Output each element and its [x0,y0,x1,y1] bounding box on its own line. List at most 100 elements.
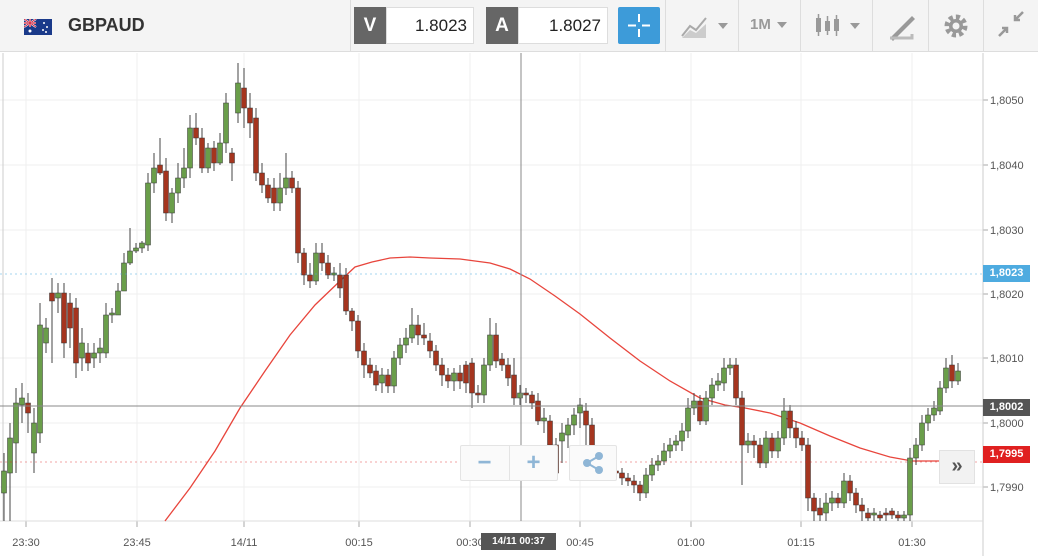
crosshair-button[interactable] [618,7,660,44]
candle-down [355,320,361,352]
candle-up [823,502,829,514]
candle-down [337,274,343,289]
sell-price-box[interactable]: V 1.8023 [354,7,476,44]
timeframe-selector[interactable]: 1M [750,16,771,33]
y-tick-label: 1,8010 [990,353,1024,365]
candle-down [817,507,823,516]
settings-button[interactable] [938,6,978,46]
candle-down [163,170,169,214]
candle-up [91,352,97,359]
candle-down [529,394,535,404]
candle-up [283,177,289,189]
candle-up [691,400,697,409]
candle-up [925,414,931,424]
candle-type-button[interactable] [810,6,864,46]
candle-up [745,440,751,446]
candle-up [577,404,583,414]
candle-down [367,364,373,374]
candle-up [175,177,181,194]
candle-down [505,364,511,379]
candle-down [439,364,445,376]
buy-price-box[interactable]: A 1.8027 [486,7,610,44]
candle-down [625,477,631,482]
candle-up [223,102,229,144]
candle-down [259,172,265,186]
candle-down [511,374,517,399]
toolbar: GBPAUD V 1.8023 A 1.8027 1M [0,0,1038,52]
candle-up [661,450,667,462]
candle-up [1,470,7,494]
candle-up [127,250,133,264]
candle-down [373,370,379,386]
candle-up [667,444,673,452]
candle-down [889,510,895,516]
y-tick-label: 1,8030 [990,225,1024,237]
candle-down [307,274,313,282]
gb-au-flag-icon [24,19,52,35]
candle-down [535,400,541,422]
candle-up [409,324,415,339]
candle-down [811,497,817,512]
candle-up [487,334,493,366]
candle-up [169,192,175,214]
candle-up [655,460,661,466]
price-chart[interactable]: 1,8050 1,8040 1,8030 1,8020 1,8010 1,8000 1,79… [0,53,1038,556]
candle-down [241,87,247,109]
x-tick-label: 01:00 [677,537,705,549]
zoom-out-button[interactable]: − [477,449,492,476]
candle-down [157,164,163,174]
candle-up [37,324,43,434]
candle-down [733,364,739,399]
x-tick-label: 00:45 [566,537,594,549]
y-tick-label: 1,8020 [990,289,1024,301]
sell-price-badge: 1,8023 [983,265,1030,282]
candle-up [79,342,85,359]
y-tick-label: 1,7990 [990,482,1024,494]
y-tick-label: 1,8000 [990,418,1024,430]
candle-up [31,422,37,454]
candle-up [19,397,25,406]
moving-average-line [164,256,940,522]
candle-up [829,497,835,504]
candle-down [787,410,793,429]
candle-up [709,384,715,399]
candle-down [457,372,463,382]
candle-up [781,410,787,439]
zoom-in-button[interactable]: + [509,446,557,480]
candle-down [25,402,31,414]
candle-down [199,137,205,169]
chart-type-button[interactable] [676,6,734,46]
zoom-controls: − + [460,445,558,481]
toolbar-divider [350,0,351,52]
collapse-button[interactable] [993,6,1033,46]
candle-up [937,387,943,412]
candle-down [547,420,553,446]
x-tick-label: 01:30 [898,537,926,549]
candle-down [427,340,433,352]
candle-down [421,334,427,339]
scroll-to-end-button[interactable]: » [939,450,975,484]
candle-up [565,424,571,436]
candle-up [481,364,487,396]
drawing-tools-button[interactable] [882,6,922,46]
candle-up [943,367,949,389]
crosshair-icon [628,14,650,37]
candle-up [559,432,565,442]
candle-down [211,147,217,164]
candle-down [325,262,331,276]
candle-down [805,444,811,499]
x-tick-label: 01:15 [787,537,815,549]
share-button[interactable] [569,445,617,481]
candle-up [217,142,223,164]
candle-down [49,292,55,302]
chevron-down-icon [777,22,787,28]
candle-down [499,358,505,366]
x-tick-label: 23:45 [123,537,151,549]
candle-down [619,472,625,479]
candle-up [139,242,145,249]
candle-down [859,504,865,512]
candle-down [583,410,589,426]
candle-down [295,187,301,254]
candle-up [181,167,187,179]
candle-up [13,402,19,444]
